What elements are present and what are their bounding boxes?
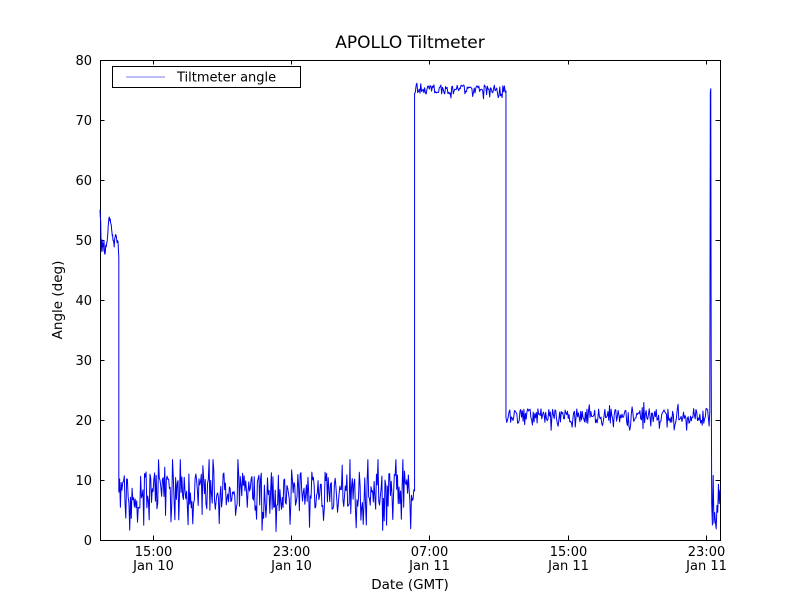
y-axis-label: Angle (deg): [50, 261, 66, 340]
x-tick-label-time: 15:00: [135, 545, 172, 560]
y-tick-label: 30: [75, 354, 92, 369]
x-tick-label-time: 23:00: [688, 545, 725, 560]
x-tick-label-date: Jan 11: [547, 559, 589, 574]
y-tick-label: 40: [75, 294, 92, 309]
y-tick-label: 80: [75, 54, 92, 69]
y-tick-label: 0: [84, 534, 92, 549]
x-tick-label-date: Jan 11: [685, 559, 727, 574]
y-tick-label: 60: [75, 174, 92, 189]
tiltmeter-line-series: [99, 82, 721, 532]
legend-box: [112, 66, 301, 88]
x-tick-label-time: 15:00: [550, 545, 587, 560]
x-tick-label-date: Jan 10: [132, 559, 174, 574]
x-tick-label-time: 23:00: [273, 545, 310, 560]
x-tick-label-time: 07:00: [411, 545, 448, 560]
legend: Tiltmeter angle: [112, 66, 301, 88]
axes-frame: [100, 60, 721, 541]
x-tick-label-date: Jan 11: [408, 559, 450, 574]
y-tick-label: 70: [75, 114, 92, 129]
x-axis-label: Date (GMT): [371, 577, 448, 593]
data-layer: [99, 82, 721, 532]
y-tick-label: 50: [75, 234, 92, 249]
y-tick-label: 10: [75, 474, 92, 489]
chart-title: APOLLO Tiltmeter: [335, 33, 485, 53]
x-tick-label-date: Jan 10: [270, 559, 312, 574]
y-tick-label: 20: [75, 414, 92, 429]
legend-label: Tiltmeter angle: [176, 71, 276, 86]
